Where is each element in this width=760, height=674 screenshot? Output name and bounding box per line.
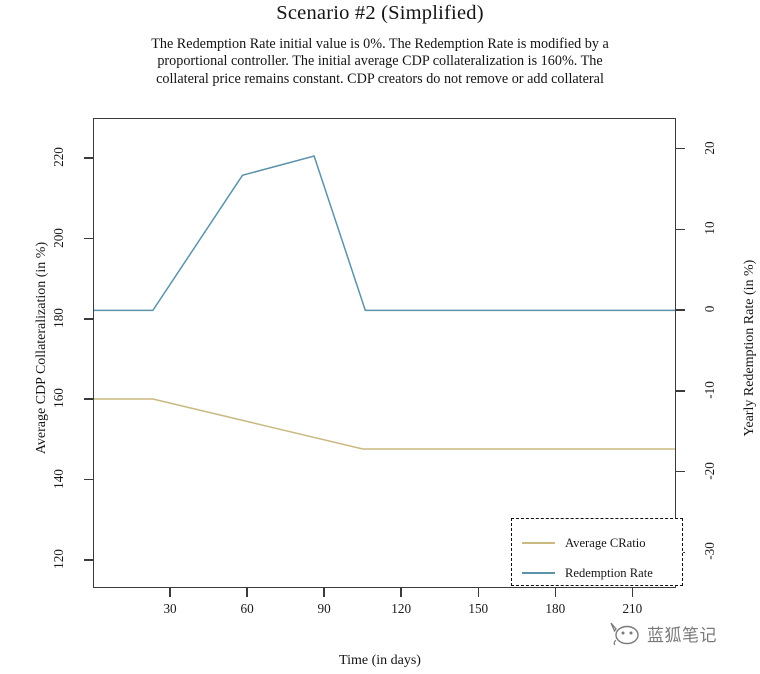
y-left-tick-label: 220 <box>51 147 66 168</box>
plot-area <box>93 118 676 588</box>
y-left-tick-mark <box>84 478 93 481</box>
x-tick-mark <box>554 588 556 597</box>
y-right-tick-label: -30 <box>702 542 717 561</box>
watermark-text: 蓝狐笔记 <box>647 625 717 646</box>
x-tick-mark <box>169 588 171 597</box>
y-left-tick-label: 120 <box>51 548 66 569</box>
x-tick-mark <box>477 588 479 597</box>
y-right-tick-mark <box>676 390 685 392</box>
y-right-tick-label: 10 <box>702 221 717 236</box>
y-left-tick-mark <box>84 237 93 240</box>
legend-entry: Redemption Rate <box>522 563 653 583</box>
y-right-tick-mark <box>676 147 685 150</box>
legend-label: Average CRatio <box>565 535 646 550</box>
x-tick-label: 120 <box>391 601 412 616</box>
plot-canvas <box>94 119 675 587</box>
legend-label: Redemption Rate <box>565 565 653 580</box>
y-right-tick-label: 0 <box>702 305 717 313</box>
y-left-tick-mark <box>84 398 93 400</box>
x-tick-label: 180 <box>545 601 566 616</box>
chart-legend: Average CRatio Redemption Rate <box>511 518 683 586</box>
y-right-tick-label: 20 <box>702 141 717 155</box>
x-tick-label: 60 <box>240 601 254 616</box>
legend-entry: Average CRatio <box>522 533 646 553</box>
y-left-tick-label: 160 <box>51 388 66 409</box>
x-tick-label: 90 <box>317 601 331 616</box>
x-tick-label: 150 <box>468 601 489 616</box>
y-left-tick-mark <box>84 559 93 561</box>
y-right-tick-mark <box>676 471 685 473</box>
fox-logo-icon <box>610 622 639 646</box>
x-tick-mark <box>323 588 325 597</box>
x-tick-mark <box>631 588 634 597</box>
x-tick-label: 210 <box>622 601 643 616</box>
series-line-1 <box>94 399 675 449</box>
page-title: Scenario #2 (Simplified) <box>276 2 484 24</box>
x-tick-mark <box>400 588 402 597</box>
x-tick-mark <box>246 588 248 597</box>
y-left-tick-label: 180 <box>51 307 66 328</box>
y-right-tick-mark <box>676 309 685 311</box>
y-right-tick-label: -10 <box>702 381 717 399</box>
x-axis-title: Time (in days) <box>339 653 421 668</box>
y-left-tick-mark <box>84 157 93 159</box>
y-right-tick-mark <box>676 228 685 231</box>
y-left-tick-label: 200 <box>51 227 66 248</box>
series-line-2 <box>94 156 675 310</box>
chart-subtitle: The Redemption Rate initial value is 0%.… <box>151 36 609 87</box>
x-tick-label: 30 <box>163 601 177 616</box>
legend-swatch-icon <box>522 542 555 544</box>
y-axis-left-title: Average CDP Collateralization (in %) <box>34 241 49 455</box>
watermark: 蓝狐笔记 <box>608 616 753 650</box>
y-left-tick-label: 140 <box>51 468 66 489</box>
y-left-tick-mark <box>84 318 93 320</box>
y-right-tick-label: -20 <box>702 461 717 480</box>
legend-swatch-icon <box>522 572 555 574</box>
y-axis-right-title: Yearly Redemption Rate (in %) <box>742 259 757 437</box>
